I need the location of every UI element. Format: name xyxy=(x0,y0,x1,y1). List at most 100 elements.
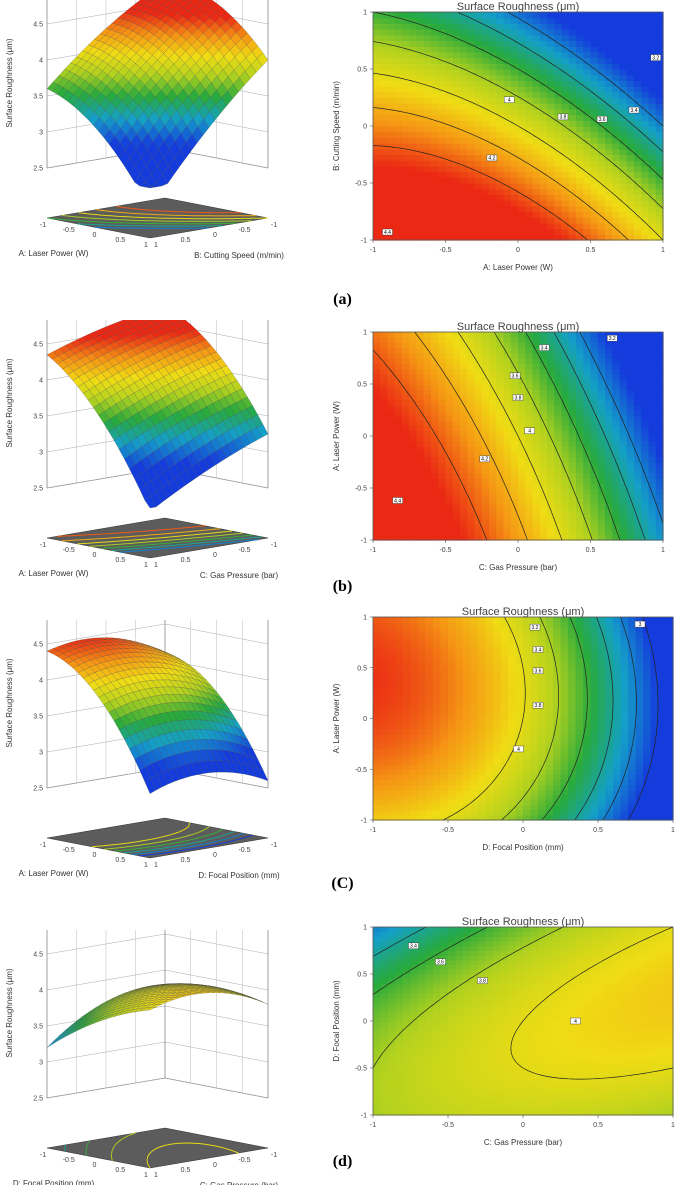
y-tick-label: 1 xyxy=(154,562,158,569)
contour-level-label: 4 xyxy=(528,429,531,435)
contour-level-label: 3.2 xyxy=(609,336,616,342)
x-tick-label: 0 xyxy=(521,1122,525,1129)
contour-level-label: 4.2 xyxy=(481,457,488,463)
chart-title: Surface Roughness (μm) xyxy=(457,321,580,333)
z-tick-label: 4 xyxy=(39,678,43,685)
x-axis-label: C: Gas Pressure (bar) xyxy=(479,563,558,572)
z-tick-label: 4.5 xyxy=(33,342,43,349)
y-tick-label: 1 xyxy=(363,615,367,622)
response-surface xyxy=(47,984,268,1048)
z-axis-label: Surface Roughness (μm) xyxy=(5,658,14,747)
y-tick-label: -0.5 xyxy=(355,486,367,493)
y-tick-label: 1 xyxy=(363,925,367,932)
x-axis-label: C: Gas Pressure (bar) xyxy=(484,1138,563,1147)
x-tick-label: 1 xyxy=(661,247,665,254)
x-tick-label: 0.5 xyxy=(593,827,603,834)
z-tick-label: 2.5 xyxy=(33,786,43,793)
y-tick-label: -0.5 xyxy=(238,227,250,234)
wall-gridline xyxy=(47,934,268,954)
y-tick-label: 1 xyxy=(154,862,158,869)
z-tick-label: 2.5 xyxy=(33,486,43,493)
response-surface xyxy=(47,0,268,188)
z-tick-label: 3.5 xyxy=(33,714,43,721)
x-tick-label: 0 xyxy=(516,247,520,254)
chart-title: Surface Roughness (μm) xyxy=(462,606,585,618)
y-tick-label: -1 xyxy=(361,238,367,245)
y-tick-label: 0.5 xyxy=(181,237,191,244)
z-tick-label: 4.5 xyxy=(33,642,43,649)
z-tick-label: 4.5 xyxy=(33,22,43,29)
y-tick-label: -0.5 xyxy=(238,547,250,554)
y-tick-label: -1 xyxy=(271,842,277,849)
x-tick-label: -0.5 xyxy=(63,847,75,854)
x-tick-label: -1 xyxy=(370,1122,376,1129)
response-surface xyxy=(47,320,268,508)
y-tick-label: -0.5 xyxy=(355,181,367,188)
contour-level-label: 4.2 xyxy=(488,156,495,162)
y-axis-label: B: Cutting Speed (m/min) xyxy=(194,251,284,260)
y-tick-label: 0 xyxy=(363,1019,367,1026)
x-tick-label: -0.5 xyxy=(442,827,454,834)
contour-level-label: 4 xyxy=(517,747,520,753)
contour-level-label: 3.4 xyxy=(410,944,417,950)
y-tick-label: 0.5 xyxy=(357,972,367,979)
z-tick-label: 3 xyxy=(39,750,43,757)
y-tick-label: 0.5 xyxy=(181,557,191,564)
panel-caption: (b) xyxy=(0,578,685,596)
y-tick-label: 0.5 xyxy=(357,665,367,672)
contour-level-label: 3.4 xyxy=(631,108,638,114)
wall-base xyxy=(47,1078,268,1098)
y-tick-label: 0 xyxy=(213,232,217,239)
contour-level-label: 3.8 xyxy=(559,115,566,121)
x-tick-label: 1 xyxy=(144,562,148,569)
x-tick-label: -1 xyxy=(370,547,376,554)
z-tick-label: 4 xyxy=(39,988,43,995)
contour-level-label: 3.8 xyxy=(479,978,486,984)
z-axis-label: Surface Roughness (μm) xyxy=(5,358,14,447)
y-tick-label: -0.5 xyxy=(355,767,367,774)
y-tick-label: 0.5 xyxy=(181,857,191,864)
y-axis-label: D: Focal Position (mm) xyxy=(332,980,341,1062)
z-tick-label: 4 xyxy=(39,58,43,65)
response-surface xyxy=(47,638,268,794)
contour-level-label: 4 xyxy=(574,1019,577,1025)
contour-level-label: 3.4 xyxy=(541,345,548,351)
x-tick-label: 0.5 xyxy=(115,237,125,244)
z-tick-label: 3 xyxy=(39,130,43,137)
z-tick-label: 2.5 xyxy=(33,1096,43,1103)
y-tick-label: 0 xyxy=(363,434,367,441)
z-tick-label: 3 xyxy=(39,1060,43,1067)
x-tick-label: 1 xyxy=(144,242,148,249)
y-tick-label: 1 xyxy=(363,330,367,337)
z-tick-label: 3.5 xyxy=(33,1024,43,1031)
x-axis-label: A: Laser Power (W) xyxy=(19,249,89,258)
x-tick-label: 0 xyxy=(93,552,97,559)
x-tick-label: 0 xyxy=(516,547,520,554)
z-tick-label: 4 xyxy=(39,378,43,385)
y-axis-label: C: Gas Pressure (bar) xyxy=(200,1181,279,1185)
y-tick-label: 1 xyxy=(154,242,158,249)
contour-level-label: 3.8 xyxy=(535,703,542,709)
y-tick-label: 0 xyxy=(213,552,217,559)
y-tick-label: 0 xyxy=(363,716,367,723)
x-tick-label: -1 xyxy=(40,842,46,849)
z-axis-label: Surface Roughness (μm) xyxy=(5,968,14,1057)
x-tick-label: 0.5 xyxy=(115,557,125,564)
x-axis-label: D: Focal Position (mm) xyxy=(13,1179,95,1185)
contour-level-label: 3.2 xyxy=(532,625,539,631)
contour-level-label: 3.6 xyxy=(437,960,444,966)
contour-level-label: 3.4 xyxy=(535,647,542,653)
x-tick-label: 1 xyxy=(671,1122,675,1129)
x-tick-label: 0 xyxy=(93,232,97,239)
contour-fill xyxy=(373,927,674,1116)
contour-fill xyxy=(373,617,674,821)
